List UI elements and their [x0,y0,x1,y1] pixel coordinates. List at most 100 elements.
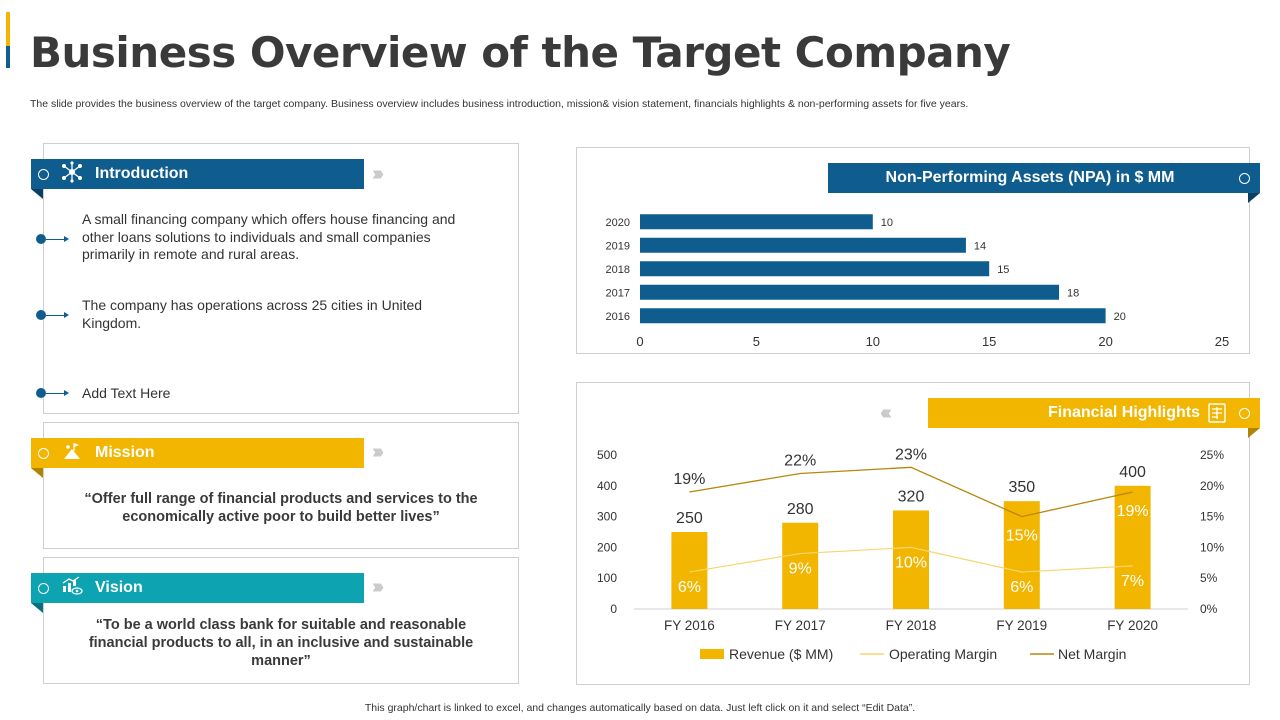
operating-margin-label: 9% [789,561,812,578]
npa-chart-title: Non-Performing Assets (NPA) in $ MM [885,169,1175,186]
net-margin-label: 23% [895,446,927,463]
npa-bar [640,214,873,230]
ribbon-circle-icon [38,447,49,459]
npa-chart: 2020 10 2019 14 2018 15 2017 18 2016 20 0 5 10 15 20 25 [606,214,1229,349]
chevrons-icon: ››› [372,441,384,463]
operating-margin-label: 6% [1010,579,1033,596]
fin-y-tick-label: 0 [610,602,617,616]
revenue-data-label: 320 [898,488,925,505]
fin-y-tick-label: 100 [597,571,617,585]
vision-label: Vision [95,579,143,596]
fin-y2-tick-label: 15% [1200,510,1224,524]
vision-ribbon: Vision [31,573,364,603]
revenue-data-label: 350 [1008,479,1035,496]
revenue-data-label: 280 [787,501,814,518]
net-margin-label: 22% [784,452,816,469]
fin-y-tick-label: 500 [597,448,617,462]
mission-statement: “Offer full range of financial products … [84,491,478,525]
intro-bullet-1: A small financing company which offers h… [82,211,456,262]
introduction-label: Introduction [95,165,189,182]
chart-eye-icon [59,575,85,601]
bullet-arrow-icon [36,234,69,244]
fin-y2-tick-label: 0% [1200,602,1218,616]
page-title: Business Overview of the Target Company [30,28,1011,77]
net-margin-line [689,466,1133,518]
intro-bullet-3: Add Text Here [82,385,171,401]
ribbon-fold [31,603,43,613]
revenue-bar [782,522,819,609]
fin-y2-tick-label: 20% [1200,479,1224,493]
page-subtitle: The slide provides the business overview… [30,98,969,110]
operating-margin-label: 6% [678,579,701,596]
chevrons-icon: ‹‹‹ [880,402,892,424]
npa-category-label: 2018 [606,264,630,276]
fin-category-label: FY 2017 [775,618,826,633]
operating-margin-label: 7% [1121,573,1144,590]
net-margin-label: 15% [1006,528,1038,545]
npa-tick-label: 10 [866,334,880,349]
vision-statement: “To be a world class bank for suitable a… [88,617,474,669]
financial-chart-title: Financial Highlights [1047,404,1200,421]
npa-category-label: 2016 [606,311,630,323]
revenue-bar [1003,501,1040,609]
npa-data-label: 20 [1114,311,1126,323]
bullet-arrow-icon [36,388,69,398]
operating-margin-label: 10% [895,554,927,571]
legend-net-label: Net Margin [1058,646,1126,662]
network-icon [59,160,85,188]
legend-revenue-label: Revenue ($ MM) [729,646,833,662]
revenue-bar [893,510,929,609]
fin-y2-tick-label: 10% [1200,540,1224,554]
spreadsheet-icon [1208,403,1226,423]
introduction-ribbon: Introduction [31,159,364,189]
npa-bar [640,237,966,253]
fin-category-label: FY 2018 [886,618,937,633]
legend-operating-label: Operating Margin [889,646,997,662]
chevrons-icon: ››› [372,576,384,598]
chevrons-icon: ››› [372,163,384,185]
ribbon-circle-icon [1239,407,1250,419]
npa-bar [640,308,1106,324]
npa-category-label: 2019 [606,240,630,252]
financial-ribbon: Financial Highlights [928,398,1260,428]
accent-bar [6,12,10,68]
ribbon-fold [1248,193,1260,203]
npa-category-label: 2020 [606,217,630,229]
financial-chart: 0 100 200 300 400 500 0% 5% 10% 15% 20% 25% 250 280 32… [597,446,1224,662]
npa-tick-label: 20 [1098,334,1112,349]
fin-y-tick-label: 400 [597,479,617,493]
ribbon-fold [31,189,43,199]
npa-category-label: 2017 [606,287,630,299]
legend-revenue-swatch [700,649,724,659]
ribbon-circle-icon [38,582,49,594]
revenue-data-label: 400 [1119,464,1146,481]
revenue-bar [1114,485,1151,609]
npa-data-label: 10 [881,217,893,229]
operating-margin-line [689,546,1133,573]
fin-y-tick-label: 300 [597,510,617,524]
intro-bullet-2: The company has operations across 25 cit… [82,297,423,331]
net-margin-label: 19% [673,471,705,488]
mission-ribbon: Mission [31,438,364,468]
npa-tick-label: 25 [1215,334,1229,349]
npa-tick-label: 5 [753,334,760,349]
npa-ribbon: Non-Performing Assets (NPA) in $ MM [828,163,1260,193]
npa-data-label: 18 [1067,287,1079,299]
mission-label: Mission [95,444,155,461]
revenue-data-label: 250 [676,510,703,527]
fin-category-label: FY 2020 [1107,618,1158,633]
ribbon-circle-icon [38,168,49,180]
fin-category-label: FY 2016 [664,618,715,633]
fin-y2-tick-label: 25% [1200,448,1224,462]
npa-bar [640,261,990,277]
npa-tick-label: 15 [982,334,996,349]
fin-y2-tick-label: 5% [1200,571,1218,585]
bullet-arrow-icon [36,310,69,320]
npa-data-label: 14 [974,240,986,252]
fin-category-label: FY 2019 [996,618,1047,633]
fin-y-tick-label: 200 [597,540,617,554]
npa-data-label: 15 [997,264,1009,276]
npa-bar [640,284,1060,300]
ribbon-fold [1248,428,1260,438]
